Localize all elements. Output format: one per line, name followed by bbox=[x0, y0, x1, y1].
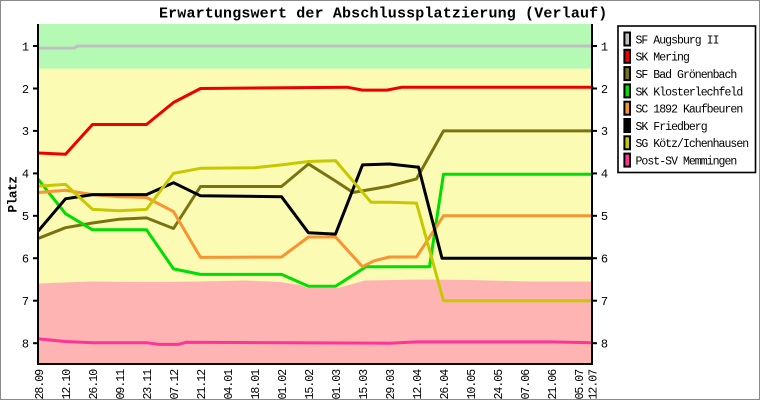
svg-text:SK Friedberg: SK Friedberg bbox=[636, 121, 707, 134]
svg-text:6: 6 bbox=[22, 253, 29, 267]
svg-text:7: 7 bbox=[22, 295, 29, 309]
svg-text:29.03: 29.03 bbox=[385, 369, 398, 400]
svg-text:26.10: 26.10 bbox=[88, 369, 101, 400]
svg-text:07.12: 07.12 bbox=[169, 369, 182, 400]
svg-text:SK Klosterlechfeld: SK Klosterlechfeld bbox=[636, 86, 743, 99]
svg-text:2: 2 bbox=[22, 83, 29, 97]
svg-text:8: 8 bbox=[601, 338, 608, 352]
svg-text:SK Mering: SK Mering bbox=[636, 52, 689, 65]
svg-text:12.04: 12.04 bbox=[412, 369, 425, 400]
svg-text:SF Bad Grönenbach: SF Bad Grönenbach bbox=[636, 69, 737, 82]
svg-text:8: 8 bbox=[22, 338, 29, 352]
svg-text:12.10: 12.10 bbox=[61, 369, 74, 400]
svg-text:21.06: 21.06 bbox=[547, 369, 560, 400]
svg-text:Erwartungswert der Abschlusspl: Erwartungswert der Abschlussplatzierung … bbox=[159, 6, 607, 23]
svg-text:24.05: 24.05 bbox=[493, 369, 506, 400]
svg-text:18.01: 18.01 bbox=[250, 369, 263, 400]
svg-text:23.11: 23.11 bbox=[142, 369, 155, 400]
svg-text:Post-SV Memmingen: Post-SV Memmingen bbox=[636, 156, 737, 169]
svg-text:SG Kötz/Ichenhausen: SG Kötz/Ichenhausen bbox=[636, 138, 749, 151]
svg-text:2: 2 bbox=[601, 83, 608, 97]
svg-text:10.05: 10.05 bbox=[466, 369, 479, 400]
svg-text:12.07: 12.07 bbox=[587, 370, 600, 400]
svg-text:3: 3 bbox=[601, 125, 608, 139]
svg-text:4: 4 bbox=[22, 168, 29, 182]
svg-text:21.12: 21.12 bbox=[196, 369, 209, 400]
svg-text:5: 5 bbox=[22, 210, 29, 224]
svg-text:01.03: 01.03 bbox=[331, 369, 344, 400]
svg-text:1: 1 bbox=[22, 40, 29, 54]
svg-text:SF Augsburg II: SF Augsburg II bbox=[636, 34, 719, 47]
svg-text:09.11: 09.11 bbox=[115, 369, 128, 400]
svg-text:6: 6 bbox=[601, 253, 608, 267]
svg-text:28.09: 28.09 bbox=[34, 369, 47, 400]
svg-text:1: 1 bbox=[601, 40, 608, 54]
svg-text:15.02: 15.02 bbox=[304, 369, 317, 400]
svg-text:07.06: 07.06 bbox=[520, 369, 533, 400]
svg-text:Platz: Platz bbox=[6, 177, 21, 213]
svg-text:SC 1892 Kaufbeuren: SC 1892 Kaufbeuren bbox=[636, 104, 743, 117]
svg-text:5: 5 bbox=[601, 210, 608, 224]
svg-text:3: 3 bbox=[22, 125, 29, 139]
svg-text:01.02: 01.02 bbox=[277, 369, 290, 400]
svg-text:04.01: 04.01 bbox=[223, 369, 236, 400]
svg-text:4: 4 bbox=[601, 168, 608, 182]
svg-text:7: 7 bbox=[601, 295, 608, 309]
svg-text:05.07: 05.07 bbox=[574, 370, 587, 400]
svg-text:15.03: 15.03 bbox=[358, 369, 371, 400]
svg-text:26.04: 26.04 bbox=[439, 369, 452, 400]
